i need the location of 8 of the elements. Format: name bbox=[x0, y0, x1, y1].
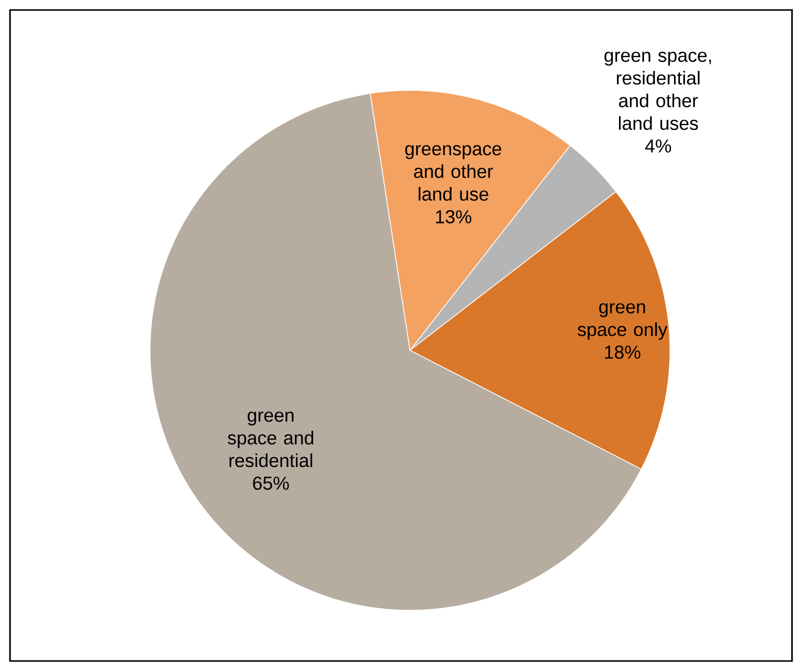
slice-label: green space, residential and other land uses bbox=[604, 52, 711, 130]
data-label: 65% bbox=[253, 476, 289, 490]
slice-label: greenspace and other land use bbox=[405, 145, 502, 201]
data-label: 13% bbox=[436, 210, 472, 224]
slice-label: green space only bbox=[578, 303, 668, 340]
data-label: 18% bbox=[605, 346, 640, 359]
slice-label: green space and residential bbox=[228, 412, 314, 468]
data-label: 4% bbox=[645, 139, 672, 153]
